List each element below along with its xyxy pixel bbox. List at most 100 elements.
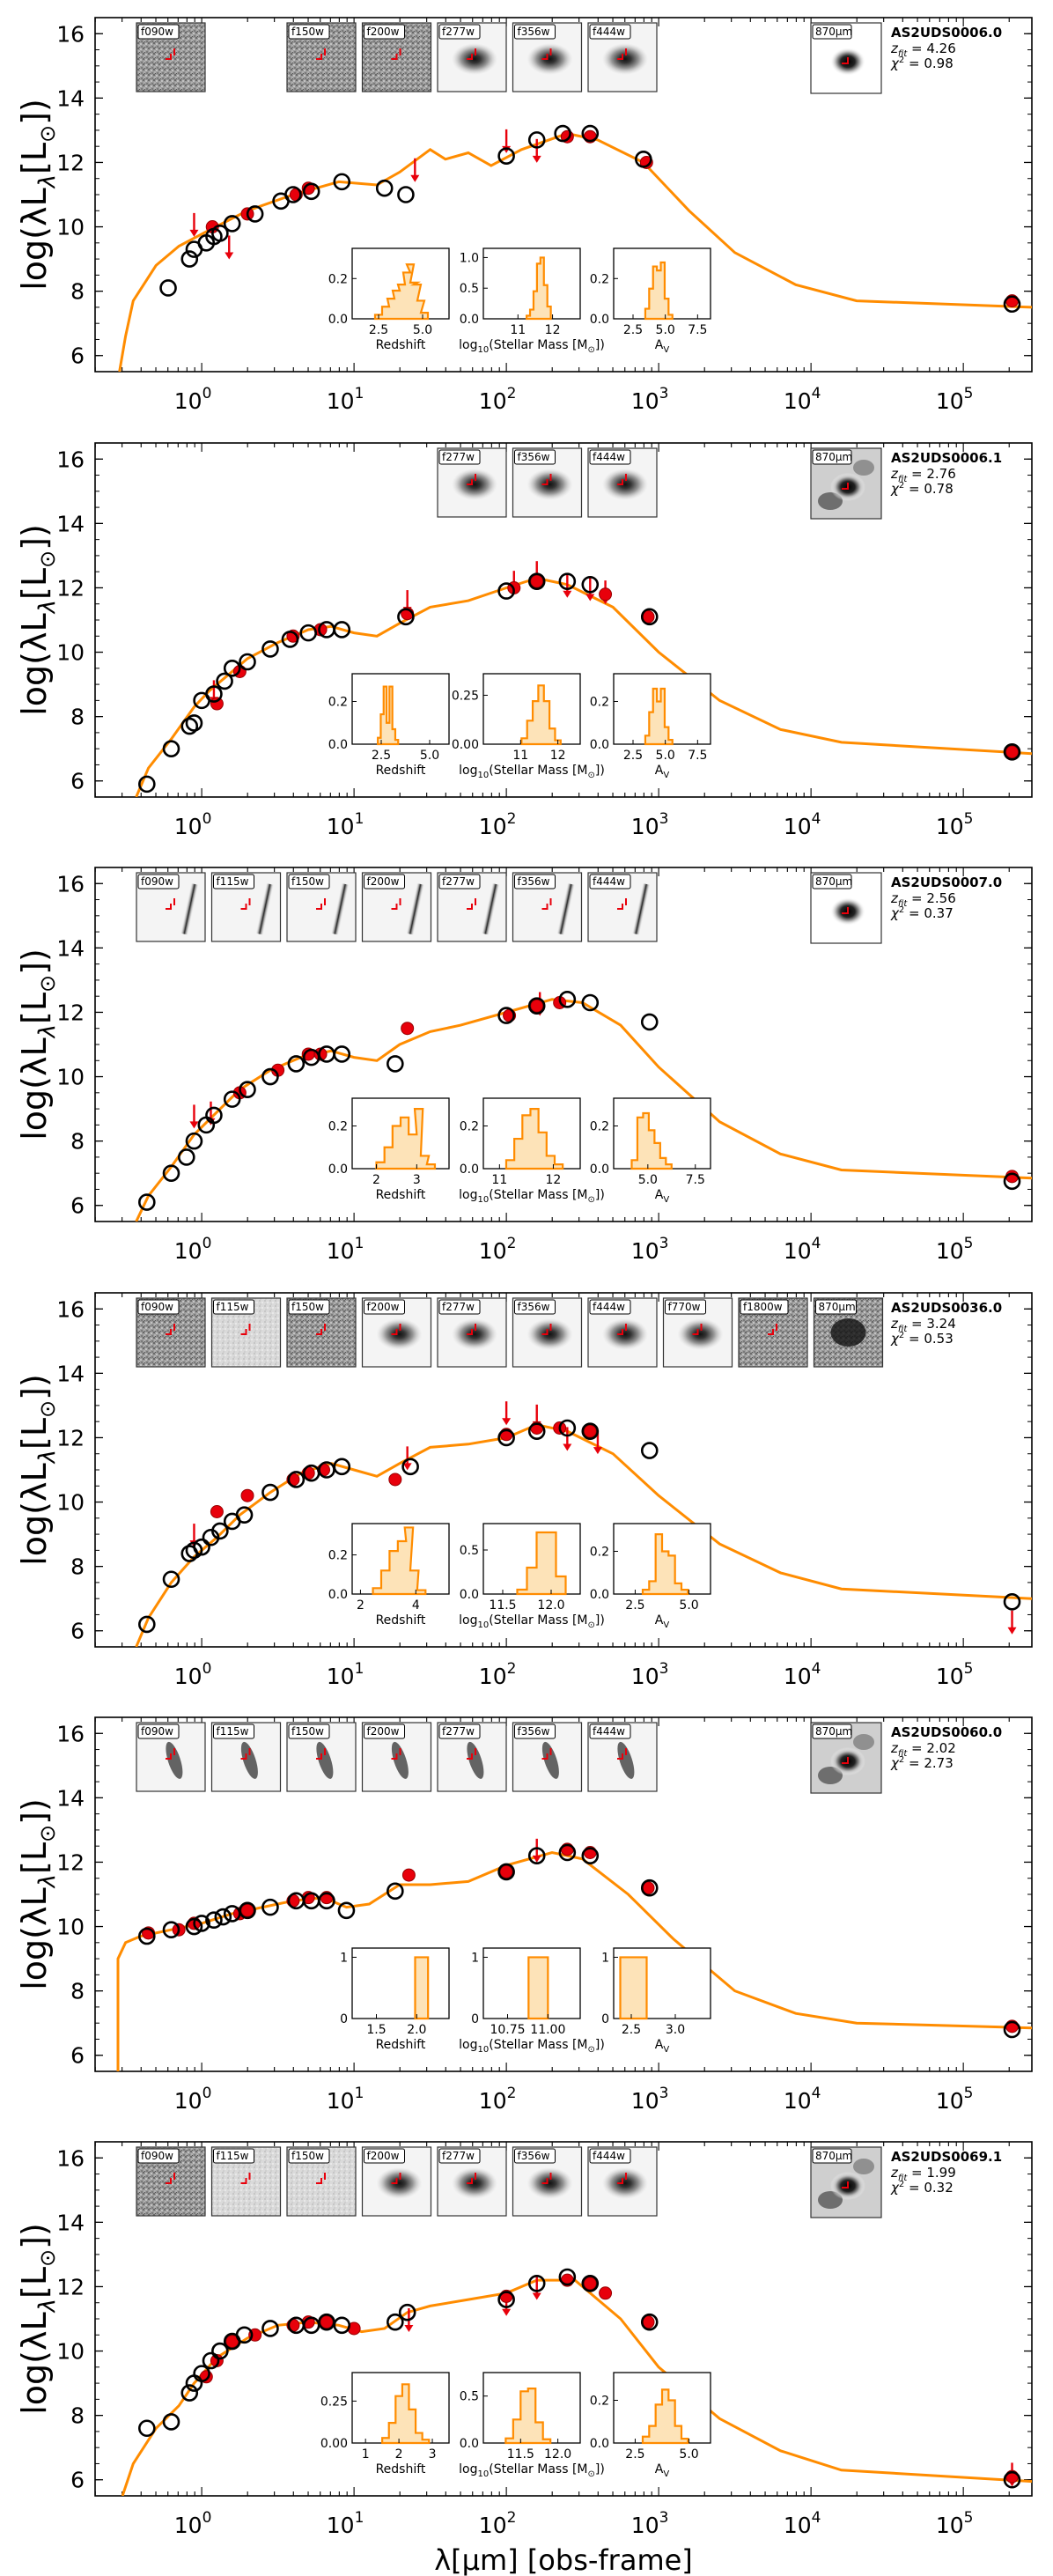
x-tick-label: 102 bbox=[479, 1235, 517, 1264]
y-tick-label: 10 bbox=[56, 1490, 85, 1516]
inset-y-tick-label: 0.0 bbox=[590, 2437, 609, 2451]
chi-squared: χ2 = 0.78 bbox=[890, 481, 954, 497]
model-photometry-point bbox=[527, 131, 546, 149]
inset-x-tick-label: 11 bbox=[512, 749, 528, 763]
inset-x-tick-label: 2.5 bbox=[623, 749, 643, 763]
y-tick-label: 12 bbox=[56, 1000, 85, 1025]
posterior-inset: 2.5 5.0 0.0 0.2 bbox=[590, 1523, 711, 1613]
redshift-fit: zfit = 3.24 bbox=[890, 1316, 956, 1334]
filter-tag bbox=[514, 874, 556, 889]
filter-tag bbox=[137, 2148, 180, 2164]
sed-panel: 6 8 10 12 14 16 100 101 102 103 104 105 log(λLλ[L⊙])… bbox=[15, 1292, 1033, 1689]
model-photometry-point bbox=[333, 1045, 351, 1063]
filter-label: f090w bbox=[141, 875, 173, 888]
filter-label: f356w bbox=[518, 1725, 550, 1738]
posterior-histogram bbox=[641, 1533, 689, 1596]
x-tick-label: 101 bbox=[327, 2085, 364, 2114]
filter-tag bbox=[213, 1299, 254, 1315]
model-photometry-point bbox=[211, 2342, 229, 2360]
model-photometry-point bbox=[558, 991, 577, 1008]
model-photometry-point bbox=[162, 1921, 180, 1938]
model-photometry-point bbox=[581, 1847, 600, 1864]
y-tick-label: 8 bbox=[70, 1129, 85, 1155]
y-tick-label: 16 bbox=[56, 447, 85, 472]
image-cutout: f150w bbox=[286, 1297, 357, 1368]
filter-tag bbox=[438, 2148, 481, 2164]
image-cutout: f356w bbox=[512, 447, 583, 518]
inset-x-tick-label: 1 bbox=[362, 2447, 370, 2462]
image-cutout: f277w bbox=[437, 1297, 507, 1368]
model-photometry-point bbox=[185, 1132, 203, 1150]
filter-label: f1800w bbox=[743, 1301, 783, 1313]
y-tick-label: 6 bbox=[70, 343, 85, 369]
inset-frame bbox=[351, 1947, 450, 2019]
source-marker bbox=[842, 2181, 849, 2188]
posterior-inset: 2.5 5.0 7.5 0.0 0.2 bbox=[590, 673, 711, 763]
filter-tag bbox=[812, 874, 852, 889]
inset-y-tick-label: 0.2 bbox=[590, 1546, 609, 1560]
x-axis-label: λ[μm] [obs-frame] bbox=[434, 2543, 693, 2576]
model-photometry-point bbox=[193, 2365, 210, 2382]
model-photometry-point bbox=[640, 1013, 659, 1031]
inset-x-tick-label: 12 bbox=[550, 749, 566, 763]
inset-x-tick-label: 11.5 bbox=[507, 2447, 534, 2462]
detection-point bbox=[639, 155, 653, 169]
image-cutout: f277w bbox=[437, 1722, 507, 1792]
image-cutout: f277w bbox=[437, 22, 507, 92]
y-tick-label: 6 bbox=[70, 1619, 85, 1644]
model-photometry-point bbox=[261, 1483, 279, 1502]
filter-label: f200w bbox=[367, 875, 400, 888]
upper-limit-arrow bbox=[502, 1401, 512, 1426]
filter-label: 870μm bbox=[815, 26, 852, 38]
model-photometry-point bbox=[398, 2303, 416, 2321]
inset-y-tick-label: 0.0 bbox=[328, 1163, 348, 1177]
source-marker bbox=[467, 474, 476, 485]
model-photometry-point bbox=[281, 631, 299, 648]
x-tick-label: 104 bbox=[784, 2085, 821, 2114]
posterior-inset: 2 4 0.0 0.2 bbox=[328, 1523, 450, 1613]
chi-squared: χ2 = 0.98 bbox=[890, 55, 954, 71]
x-tick-label: 101 bbox=[327, 385, 364, 414]
filter-tag bbox=[812, 2148, 852, 2164]
fir-cutout: 870μm bbox=[810, 872, 882, 944]
filter-tag bbox=[438, 449, 481, 465]
model-photometry-point bbox=[223, 660, 241, 677]
posterior-histogram bbox=[381, 2383, 431, 2445]
filter-tag bbox=[213, 874, 254, 889]
source-marker bbox=[617, 1324, 627, 1335]
x-tick-label: 105 bbox=[936, 2509, 974, 2538]
model-photometry-point bbox=[497, 1007, 515, 1024]
model-photometry-point bbox=[239, 1081, 256, 1098]
detection-point bbox=[301, 181, 315, 196]
inset-y-tick-label: 1 bbox=[601, 1951, 609, 1965]
y-tick-label: 16 bbox=[56, 871, 85, 897]
source-name: AS2UDS0006.0 bbox=[891, 25, 1002, 41]
model-photometry-point bbox=[1003, 2470, 1021, 2489]
filter-label: 870μm bbox=[815, 1725, 852, 1738]
inset-xlabel-redshift: Redshift bbox=[376, 2038, 426, 2052]
filter-tag bbox=[514, 1723, 556, 1739]
source-marker bbox=[541, 1748, 552, 1760]
inset-xlabel-av: AV bbox=[655, 764, 670, 780]
redshift-fit: zfit = 4.26 bbox=[890, 41, 956, 59]
model-photometry-point bbox=[205, 1911, 223, 1930]
posterior-inset: 11 12 0.0 0.5 1.0 bbox=[460, 247, 581, 337]
filter-label: f150w bbox=[291, 1725, 324, 1738]
detection-point bbox=[599, 587, 613, 602]
y-axis-label: log(λLλ[L⊙]) bbox=[15, 1798, 61, 1990]
upper-limit-arrow bbox=[410, 158, 420, 182]
y-tick-label: 6 bbox=[70, 2043, 85, 2069]
source-name: AS2UDS0069.1 bbox=[891, 2149, 1002, 2165]
image-cutout: f150w bbox=[286, 22, 357, 92]
detection-point bbox=[1005, 745, 1020, 759]
model-photometry-point bbox=[205, 1106, 223, 1125]
model-photometry-point bbox=[497, 582, 515, 600]
inset-y-tick-label: 0 bbox=[601, 2012, 609, 2026]
filter-label: 870μm bbox=[815, 2150, 852, 2162]
model-photometry-point bbox=[159, 279, 177, 297]
posterior-histogram bbox=[504, 2388, 552, 2445]
chi-squared: χ2 = 2.73 bbox=[890, 1755, 954, 1771]
filter-label: f277w bbox=[442, 875, 475, 888]
posterior-inset: 2.5 5.0 0.0 0.2 bbox=[590, 2372, 711, 2462]
inset-y-tick-label: 0.25 bbox=[452, 689, 479, 703]
